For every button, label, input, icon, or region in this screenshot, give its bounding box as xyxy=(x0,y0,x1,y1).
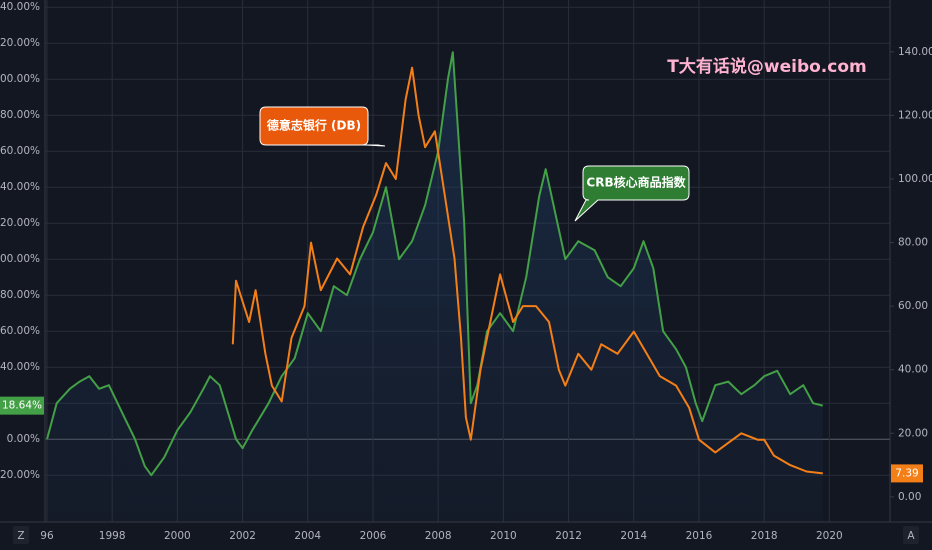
y-tick-label: 160.00% xyxy=(0,145,40,157)
x-tick-label: 2006 xyxy=(360,530,387,542)
x-tick-label: 2018 xyxy=(751,530,778,542)
x-tick-label: 2020 xyxy=(816,530,843,542)
x-tick-label: 2000 xyxy=(164,530,191,542)
y-tick-label: 240.00% xyxy=(0,1,40,13)
y2-tick-label: 100.00 xyxy=(898,173,932,185)
y-tick-label: 140.00% xyxy=(0,181,40,193)
x-tick-label: 2012 xyxy=(555,530,582,542)
series-line xyxy=(46,51,824,477)
x-tick-label: 2002 xyxy=(229,530,256,542)
y-tick-label: 100.00% xyxy=(0,253,40,265)
y2-tick-label: 60.00 xyxy=(898,300,928,312)
y2-tick-label: 140.00 xyxy=(898,46,932,58)
last-value-label: 18.64% xyxy=(2,400,42,412)
watermark: T大有话说@weibo.com xyxy=(667,56,866,77)
y2-tick-label: 0.00 xyxy=(898,491,921,503)
annotation: 德意志银行 (DB) xyxy=(267,118,361,133)
y-tick-label: 180.00% xyxy=(0,109,40,121)
callout-box xyxy=(574,165,690,222)
y2-tick-label: 120.00 xyxy=(898,109,932,121)
control-label[interactable]: A xyxy=(907,530,915,542)
series-area xyxy=(47,52,823,522)
crb-callout: CRB核心商品指数 xyxy=(574,165,690,222)
y2-tick-label: 80.00 xyxy=(898,237,928,249)
last-value-tag xyxy=(891,464,923,483)
x-tick-label: 2010 xyxy=(490,530,517,542)
y-tick-label: 220.00% xyxy=(0,37,40,49)
control-button[interactable] xyxy=(903,526,919,544)
x-tick-label: 1998 xyxy=(99,530,126,542)
x-tick-label: 2008 xyxy=(425,530,452,542)
x-tick-label: 2004 xyxy=(294,530,321,542)
control-label[interactable]: Z xyxy=(17,530,24,542)
y-tick-label: 60.00% xyxy=(0,325,40,337)
y2-tick-label: 40.00 xyxy=(898,364,928,376)
y-tick-label: 120.00% xyxy=(0,217,40,229)
series-line xyxy=(231,66,823,475)
annotation: CRB核心商品指数 xyxy=(586,175,686,190)
callout-box xyxy=(259,106,386,147)
y-tick-label: 0.00% xyxy=(7,433,40,445)
data-layer xyxy=(46,51,824,522)
last-value-label: 7.39 xyxy=(895,467,918,479)
db-callout: 德意志银行 (DB) xyxy=(259,106,386,147)
x-tick-label: 2016 xyxy=(686,530,713,542)
x-tick-label: 2014 xyxy=(620,530,647,542)
x-tick-label: 96 xyxy=(40,530,54,542)
y2-tick-label: 20.00 xyxy=(898,427,928,439)
y-tick-label: 80.00% xyxy=(0,289,40,301)
y-tick-label: -20.00% xyxy=(0,469,40,481)
last-value-tag xyxy=(0,396,44,415)
y-tick-label: 200.00% xyxy=(0,73,40,85)
y-tick-label: 40.00% xyxy=(0,361,40,373)
control-button[interactable] xyxy=(13,526,29,544)
